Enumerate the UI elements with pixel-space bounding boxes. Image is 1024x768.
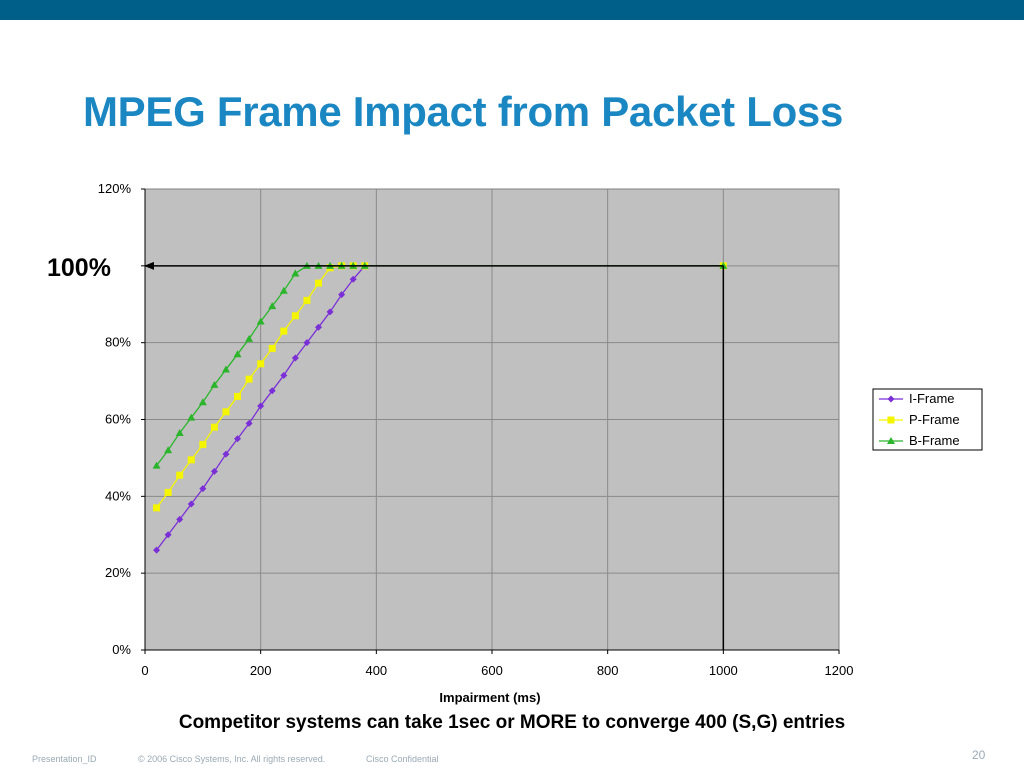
b-frame-data-point (152, 461, 161, 469)
slide-title: MPEG Frame Impact from Packet Loss (83, 88, 844, 135)
x-tick-label: 800 (597, 663, 619, 678)
p-frame-data-point (257, 360, 265, 368)
b-frame-data-point (245, 334, 254, 342)
b-frame-data-point (198, 398, 207, 406)
legend-i-frame-label: I-Frame (909, 391, 955, 406)
legend-p-frame-label: P-Frame (909, 412, 960, 427)
i-frame-data-point (245, 419, 253, 427)
hundred-percent-callout: 100% (47, 254, 111, 282)
i-frame-data-point (164, 531, 172, 539)
i-frame-data-point (199, 485, 207, 493)
b-frame-data-point (210, 380, 219, 388)
b-frame-data-point (256, 317, 265, 325)
i-frame-data-point (234, 435, 242, 443)
legend-p-frame-marker (887, 416, 895, 424)
b-frame-data-point (164, 446, 173, 454)
p-frame-data-point (268, 344, 276, 352)
i-frame-data-point (326, 308, 334, 316)
p-frame-data-point (303, 296, 311, 304)
x-tick-label: 1000 (709, 663, 738, 678)
i-frame-data-point (291, 354, 299, 362)
b-frame-data-point (291, 269, 300, 277)
p-frame-data-point (164, 488, 172, 496)
b-frame-data-point (187, 413, 196, 421)
y-tick-label: 120% (98, 181, 132, 196)
p-frame-data-point (222, 408, 230, 416)
p-frame-data-point (291, 312, 299, 320)
p-frame-data-point (245, 375, 253, 383)
x-tick-label: 200 (250, 663, 272, 678)
footer-copyright: © 2006 Cisco Systems, Inc. All rights re… (138, 754, 326, 764)
i-frame-data-point (349, 275, 357, 283)
p-frame-data-point (199, 440, 207, 448)
top-bar (0, 0, 1024, 20)
footer-presentation-id: Presentation_ID (32, 754, 97, 764)
p-frame-data-point (210, 423, 218, 431)
y-tick-label: 20% (105, 565, 131, 580)
b-frame-data-point (221, 365, 230, 373)
y-tick-label: 40% (105, 488, 131, 503)
i-frame-data-point (338, 291, 346, 299)
x-tick-label: 400 (365, 663, 387, 678)
p-frame-data-point (187, 456, 195, 464)
p-frame-data-point (176, 471, 184, 479)
i-frame-data-point (222, 450, 230, 458)
p-frame-data-point (234, 392, 242, 400)
p-frame-data-point (315, 279, 322, 287)
b-frame-data-point (175, 428, 184, 436)
i-frame-series-line (156, 265, 724, 551)
slide-caption: Competitor systems can take 1sec or MORE… (178, 712, 846, 733)
y-tick-label: 0% (112, 642, 131, 657)
page-number: 20 (972, 748, 986, 762)
i-frame-data-point (280, 371, 288, 379)
legend-i-frame-marker (887, 395, 895, 403)
i-frame-data-point (257, 402, 265, 410)
p-frame-data-point (153, 504, 161, 512)
i-frame-data-point (187, 500, 195, 508)
x-axis-label: Impairment (ms) (439, 690, 540, 705)
legend-b-frame-label: B-Frame (909, 433, 960, 448)
b-frame-data-point (268, 302, 277, 310)
b-frame-data-point (233, 350, 242, 358)
x-tick-label: 600 (481, 663, 503, 678)
legend-b-frame-marker (887, 437, 895, 444)
x-tick-label: 1200 (825, 663, 854, 678)
footer-confidential: Cisco Confidential (366, 754, 439, 764)
x-tick-label: 0 (141, 663, 148, 678)
i-frame-data-point (210, 467, 218, 475)
i-frame-data-point (153, 546, 161, 554)
p-frame-data-point (280, 327, 288, 335)
y-tick-label: 80% (105, 335, 131, 350)
i-frame-data-point (315, 323, 322, 331)
y-tick-label: 60% (105, 412, 131, 427)
i-frame-data-point (303, 339, 311, 347)
i-frame-data-point (176, 515, 184, 523)
b-frame-data-point (279, 286, 288, 294)
i-frame-data-point (268, 387, 276, 395)
